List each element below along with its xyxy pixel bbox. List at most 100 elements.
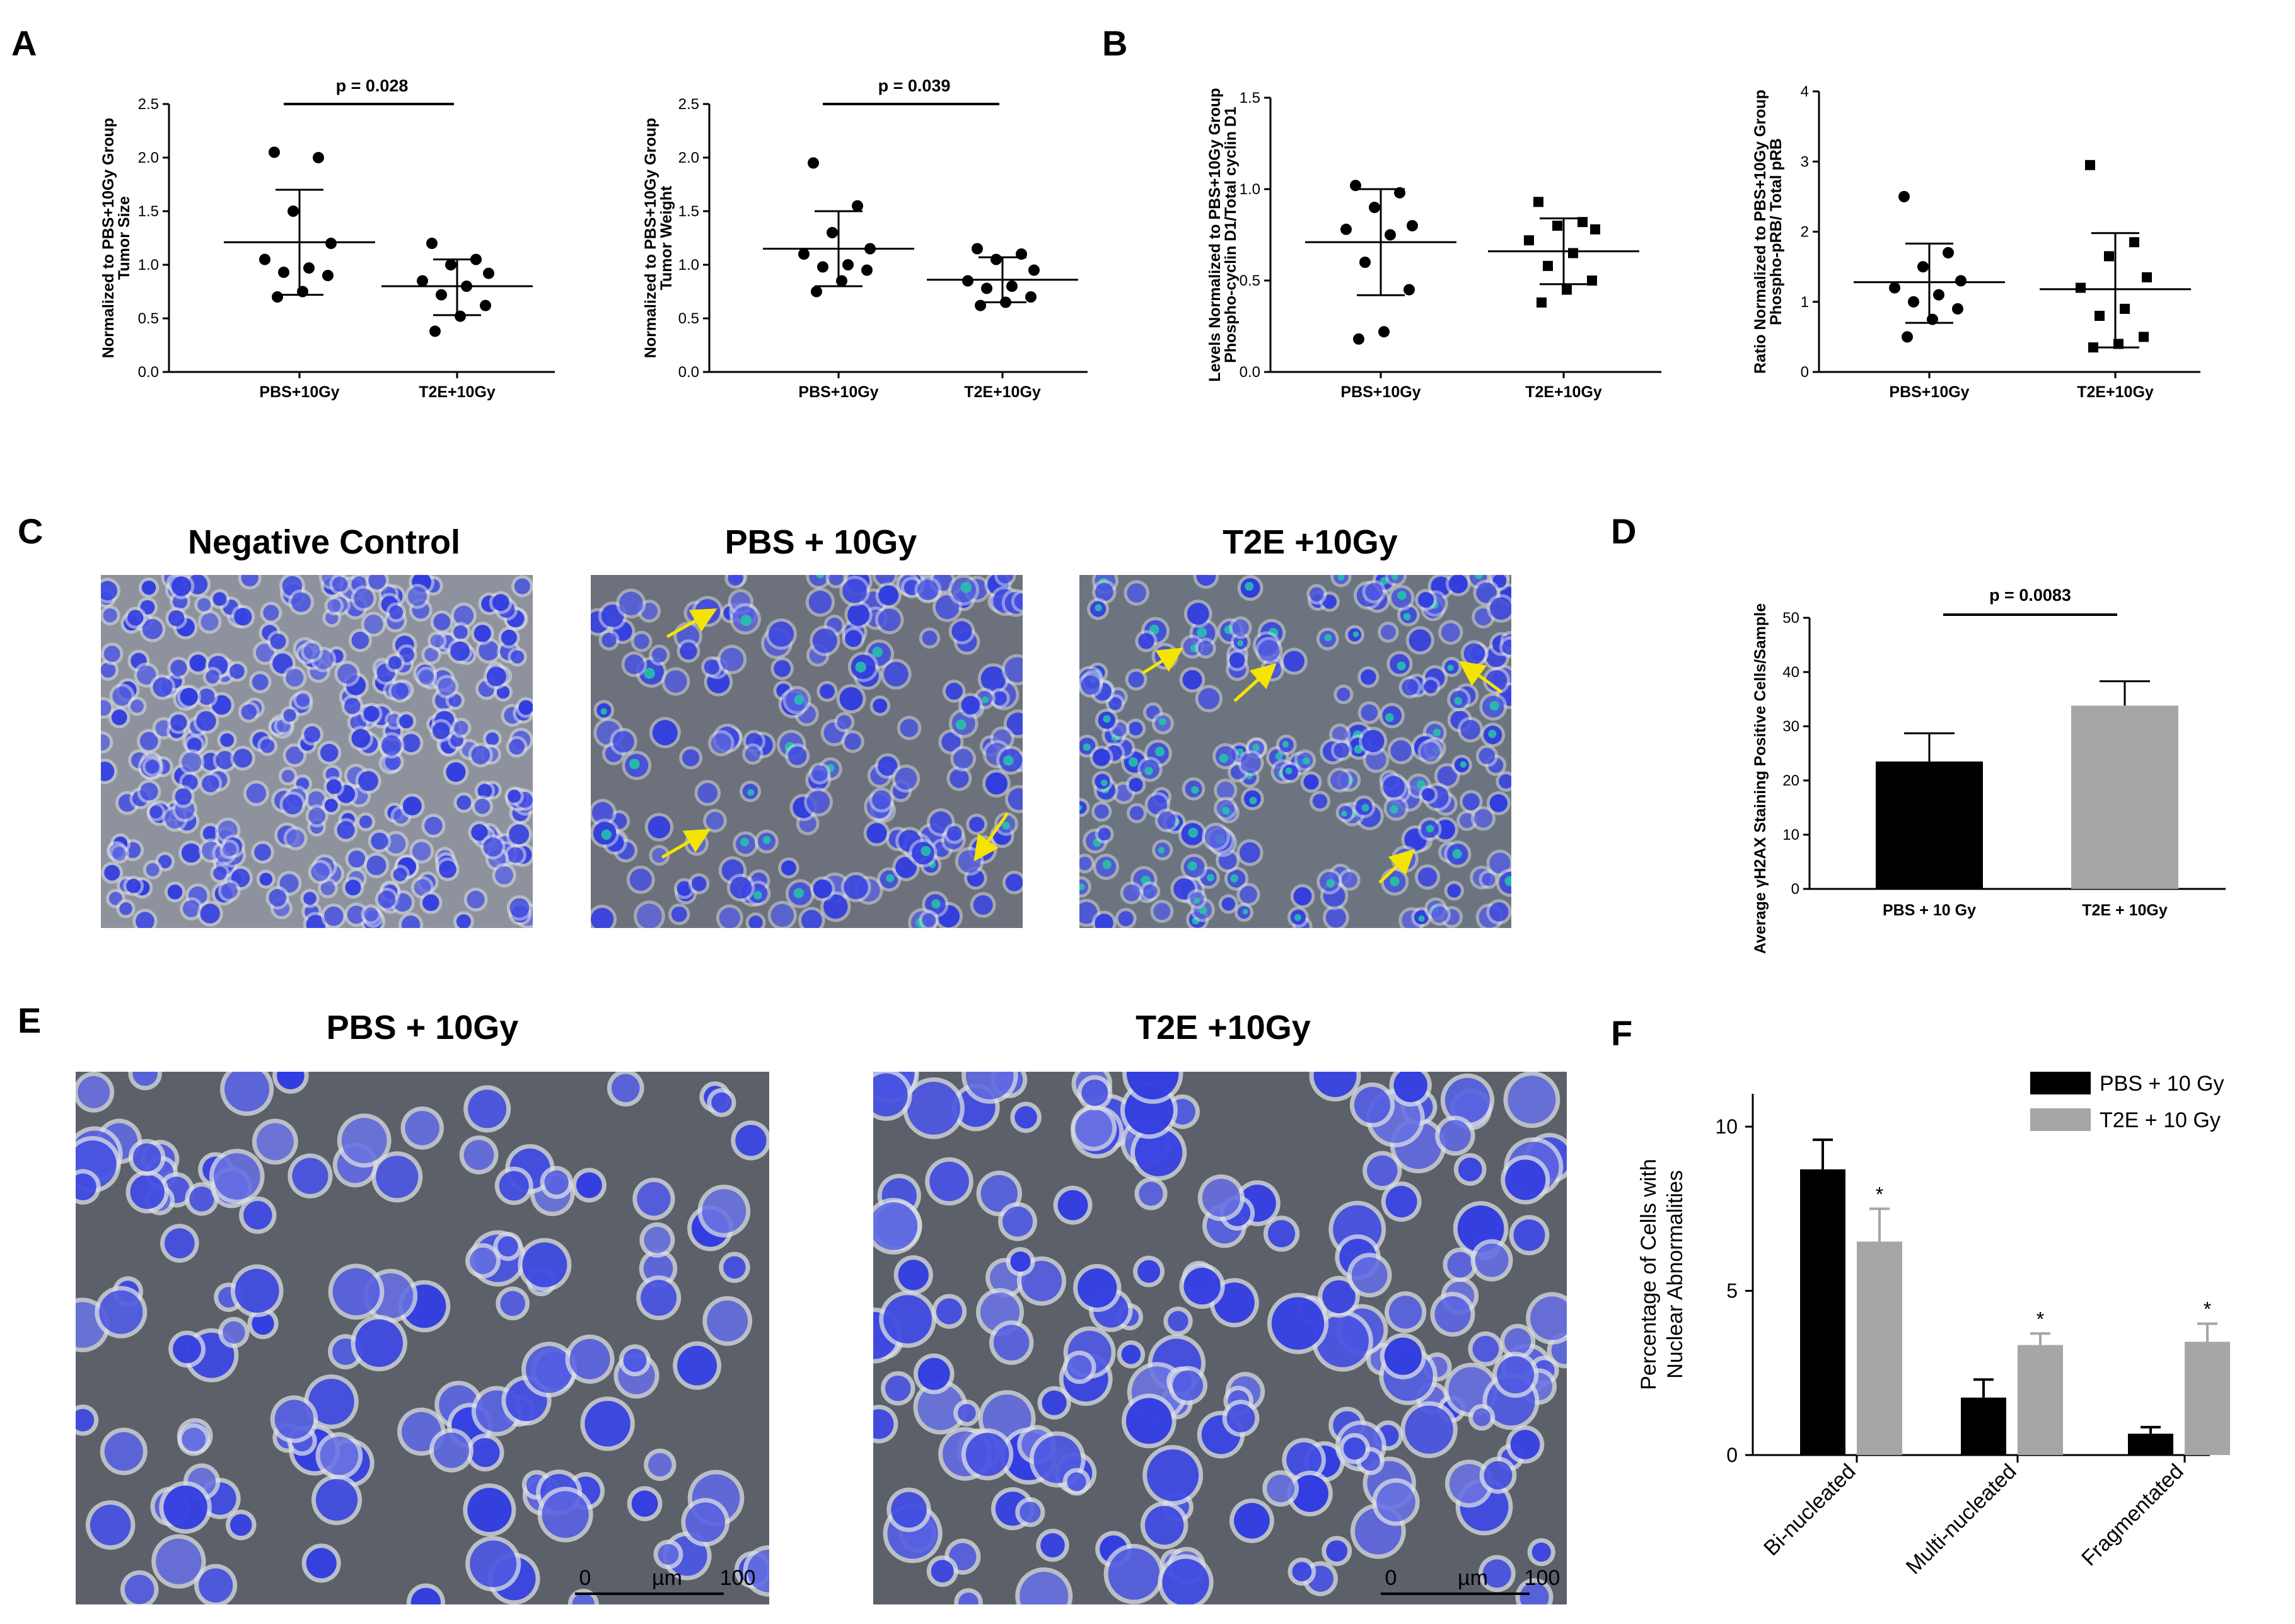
cell-nucleus [1489,794,1508,813]
cell-nucleus [1393,1072,1427,1103]
cell-nucleus [509,898,530,918]
cell-nucleus [132,1143,161,1172]
cell-nucleus [378,890,395,908]
yellow-arrow [973,812,1009,862]
y-axis-label-2: Normalized to PBS+10Gy Group [100,118,117,358]
cell-nucleus [1460,719,1480,740]
cell-nucleus [1502,639,1511,655]
y-tick-label: 0.0 [138,364,159,381]
cell-nucleus [872,790,892,809]
scalebar-unit: µm [1458,1566,1488,1590]
cell-nucleus [643,1253,673,1284]
cell-nucleus [76,1408,95,1432]
cell-nucleus [677,881,692,896]
gh2ax-focus [1144,767,1153,775]
cell-nucleus [181,843,201,863]
cell-nucleus [496,685,510,699]
cell-nucleus [898,1260,929,1290]
gh2ax-focus [794,695,805,705]
gh2ax-focus [931,899,941,908]
panel-label-f: F [1611,1013,1632,1053]
cell-nucleus [311,862,330,881]
cell-nucleus [1361,704,1378,721]
gh2ax-focus [1397,661,1406,671]
cell-nucleus [1490,597,1511,620]
y-tick-label: 4 [1801,83,1809,100]
cell-nucleus [592,802,613,823]
x-tick-label: PBS+10Gy [1889,383,1969,401]
cell-nucleus [308,1379,354,1425]
cell-nucleus [873,699,888,713]
cell-nucleus [1196,575,1216,586]
cell-nucleus [139,732,158,750]
data-point [1952,303,1963,315]
cell-nucleus [433,722,450,740]
cell-nucleus [945,682,963,700]
cell-nucleus [768,621,794,647]
cell-nucleus [878,756,898,776]
scalebar-e2: 0 µm 100 [1381,1566,1560,1595]
cell-nucleus [1313,1072,1357,1098]
cell-nucleus [497,1236,518,1257]
cell-nucleus [1129,806,1144,820]
bar [1857,1241,1902,1455]
cell-nucleus [269,889,287,907]
data-point [2076,282,2086,293]
cell-nucleus [900,719,919,738]
data-point [303,262,315,274]
data-point [2085,160,2095,170]
cell-nucleus [388,656,402,670]
cell-nucleus [1402,679,1419,696]
cell-nucleus [1322,1280,1356,1314]
gh2ax-focus [1100,779,1108,787]
cell-nucleus [1123,884,1140,902]
cell-nucleus [1510,1429,1540,1459]
gh2ax-focus [1191,786,1199,794]
cell-nucleus [1463,643,1485,664]
data-point [1552,221,1562,231]
cell-nucleus [1444,1077,1490,1123]
cell-nucleus [112,687,132,706]
data-point [455,310,466,322]
cell-nucleus [281,770,294,783]
data-point [417,275,428,287]
y-tick-label: 1 [1801,294,1809,311]
cell-nucleus [652,720,678,746]
significance-mark: * [2036,1308,2044,1330]
gh2ax-focus [1460,761,1467,768]
cell-nucleus [137,665,156,685]
data-point [1006,281,1018,292]
cell-nucleus [509,739,525,755]
gh2ax-focus [644,668,655,679]
cell-nucleus [104,1432,143,1471]
cell-nucleus [508,847,523,863]
cell-nucleus [260,739,275,753]
cell-nucleus [1424,680,1438,693]
data-point [2139,332,2149,342]
cell-nucleus [1162,1558,1209,1604]
yellow-arrow [1141,647,1183,675]
bar [2185,1342,2230,1455]
cell-nucleus [401,915,421,928]
gh2ax-focus [1489,700,1499,711]
cell-nucleus [544,1170,569,1195]
cell-nucleus [163,1485,207,1529]
chart-gh2ax: 0 10 20 30 40 50 PBS + 10 Gy T2E + 10Gy Average … [1752,586,2226,954]
y-tick-label: 0 [1791,881,1799,898]
legend-swatch [2030,1072,2091,1094]
cell-nucleus [735,1125,767,1156]
cell-nucleus [811,765,828,782]
cell-nucleus [263,605,279,621]
cell-nucleus [1449,1464,1489,1504]
cell-nucleus [1312,794,1328,809]
cell-nucleus [1283,651,1305,672]
cell-nucleus [806,791,830,814]
cell-nucleus [1128,671,1144,688]
data-point [2104,251,2114,262]
gh2ax-focus [1391,575,1398,581]
cell-nucleus [1383,775,1405,798]
cell-nucleus [326,779,342,794]
cell-nucleus [282,794,303,815]
cell-nucleus [196,711,216,731]
data-point [1353,333,1364,345]
